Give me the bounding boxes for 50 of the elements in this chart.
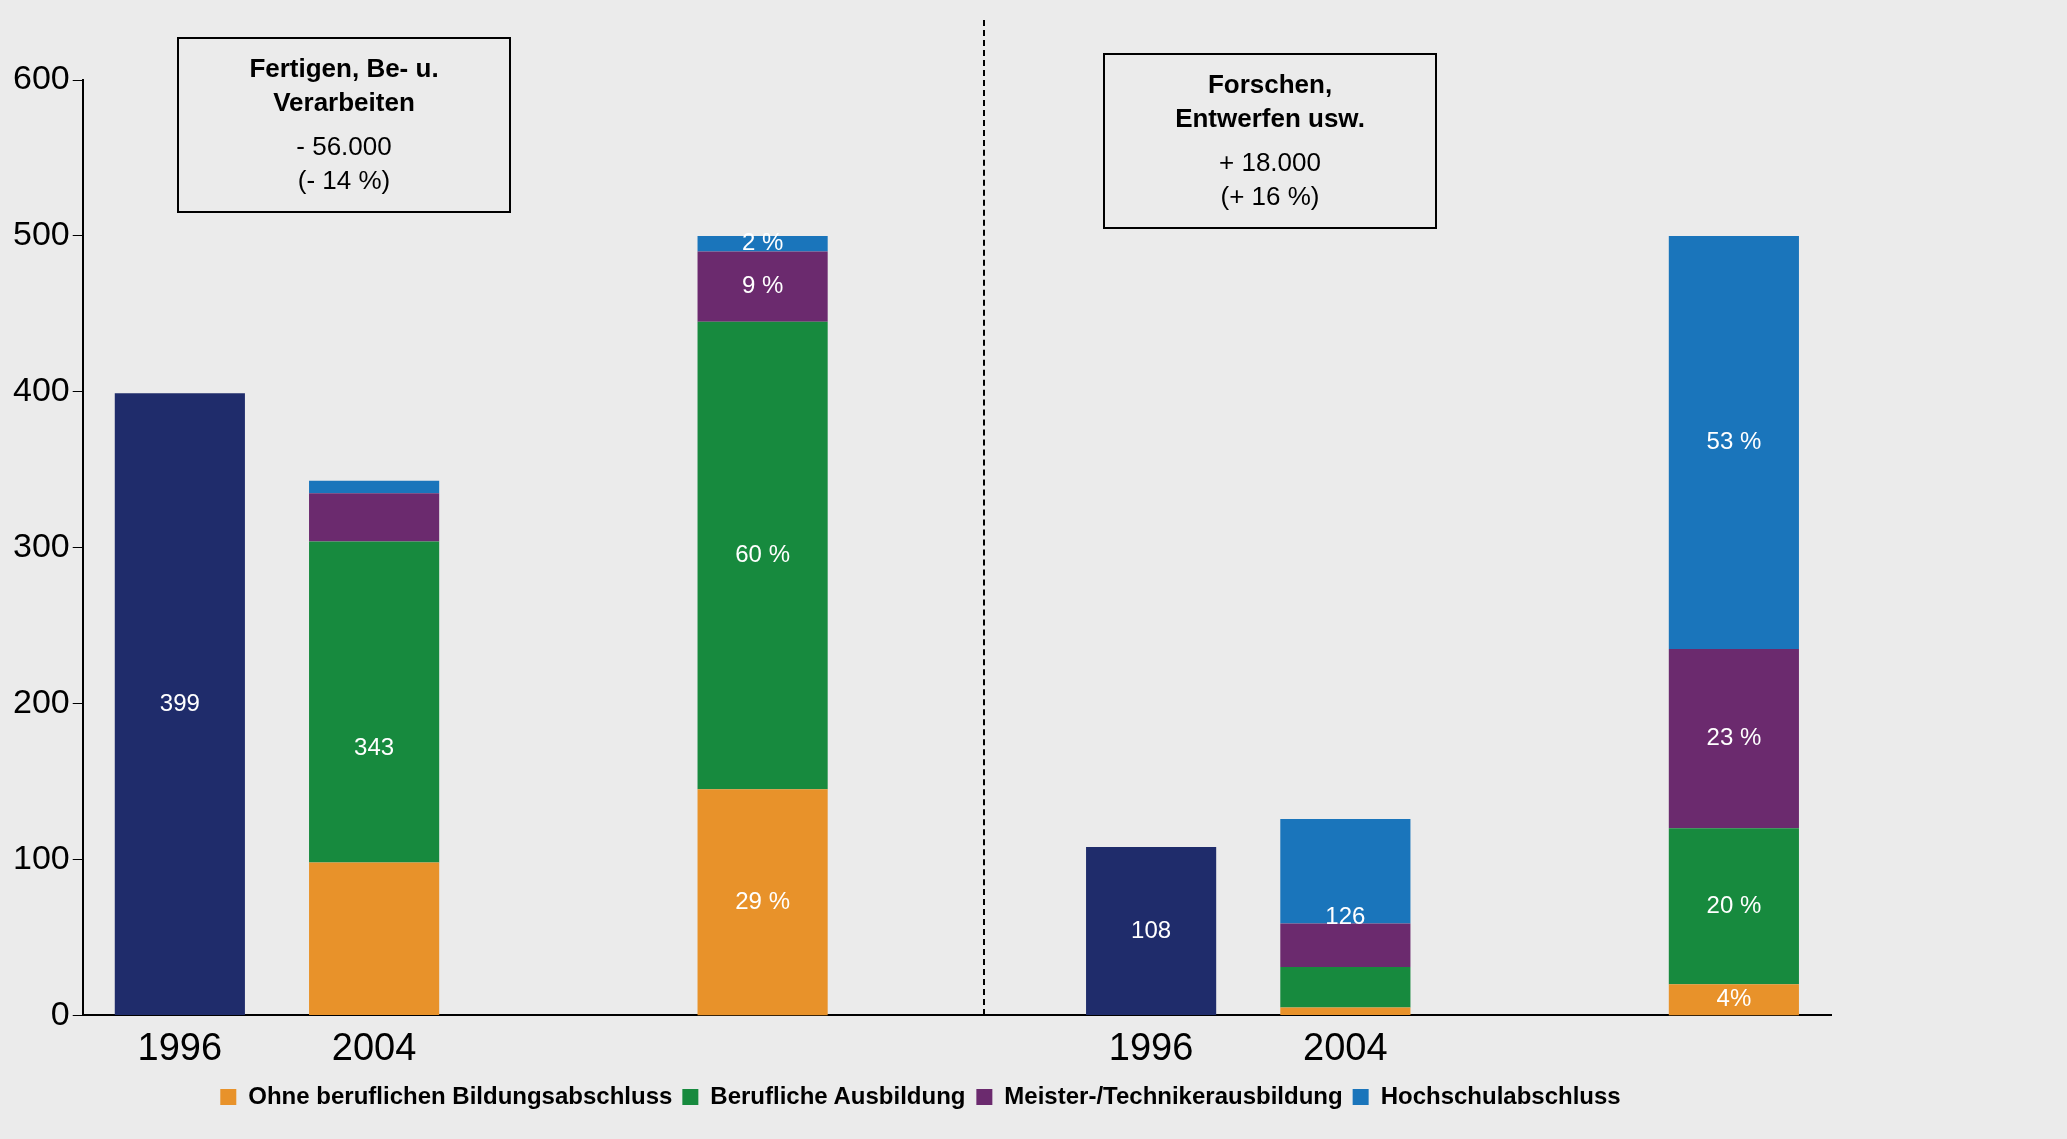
bar <box>1086 847 1217 1015</box>
data-label: 9 % <box>741 271 784 299</box>
data-label: 23 % <box>1706 723 1762 751</box>
total-label: 343 <box>354 732 395 760</box>
y-tick-label: 200 <box>12 681 70 720</box>
data-label: 53 % <box>1706 427 1762 455</box>
bar <box>697 789 828 1016</box>
bar <box>697 321 828 790</box>
y-tick-label: 600 <box>12 58 70 97</box>
annotation: + 18.000 (+ 16 %) <box>1218 146 1322 213</box>
data-label: 2 % <box>741 228 784 256</box>
bar <box>1280 818 1411 924</box>
bar <box>1668 984 1799 1016</box>
x-tick-label: 2004 <box>331 1025 417 1068</box>
bar <box>1280 923 1411 968</box>
annotation: - 56.000 (- 14 %) <box>295 130 393 197</box>
y-tick-label: 100 <box>12 837 70 876</box>
data-label: 399 <box>159 688 200 716</box>
legend-label: Ohne beruflichen Bildungsabschluss <box>248 1081 673 1109</box>
y-tick-label: 400 <box>12 370 70 409</box>
annotation: Forschen, Entwerfen usw. <box>1174 68 1366 135</box>
data-label: 20 % <box>1706 890 1762 918</box>
bar <box>1668 235 1799 650</box>
bar <box>1668 649 1799 829</box>
y-tick-label: 0 <box>50 993 70 1032</box>
y-tick-label: 500 <box>12 214 70 253</box>
bar <box>114 393 245 1015</box>
data-label: 108 <box>1131 915 1172 943</box>
text-box: Fertigen, Be- u. Verarbeiten - 56.000 (- 14 %) <box>177 37 511 213</box>
legend-label: Berufliche Ausbildung <box>710 1081 966 1109</box>
legend-label: Meister-/Technikerausbildung <box>1004 1081 1343 1109</box>
bar <box>309 541 440 863</box>
legend-label: Hochschulabschluss <box>1380 1081 1621 1109</box>
x-tick-label: 2004 <box>1303 1025 1388 1068</box>
bar <box>309 493 440 542</box>
data-label: 29 % <box>735 887 790 914</box>
bar <box>1280 1007 1411 1015</box>
bar <box>309 480 440 494</box>
total-label: 126 <box>1325 901 1366 929</box>
bar <box>1280 967 1411 1008</box>
data-label: 4% <box>1716 984 1752 1012</box>
bar <box>309 862 440 1015</box>
data-label: 60 % <box>735 540 790 568</box>
x-tick-label: 1996 <box>137 1025 223 1068</box>
y-tick-label: 300 <box>12 526 70 565</box>
x-tick-label: 1996 <box>1108 1025 1194 1068</box>
bar <box>1668 828 1799 985</box>
annotation: Fertigen, Be- u. Verarbeiten <box>248 52 440 119</box>
bar <box>697 251 828 322</box>
text-box: Forschen, Entwerfen usw. + 18.000 (+ 16 %) <box>1103 53 1437 229</box>
